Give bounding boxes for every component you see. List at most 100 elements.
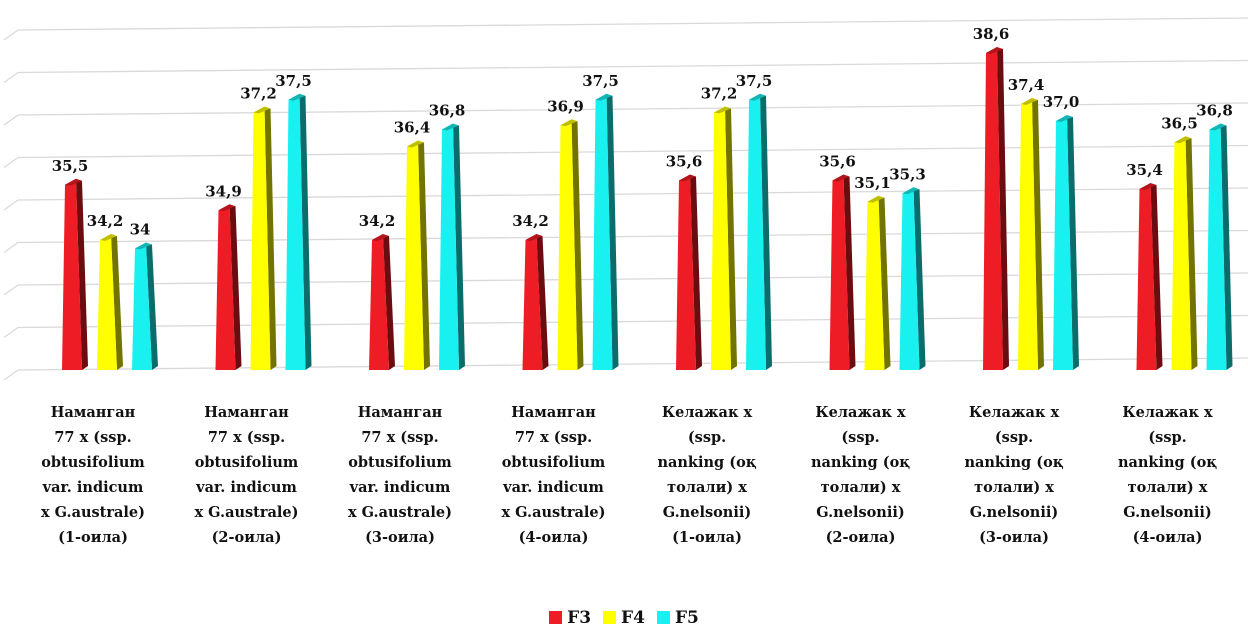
gridline xyxy=(17,144,1248,159)
category-label-line: Келажак x xyxy=(815,404,906,421)
bar-front-face xyxy=(97,234,117,370)
bar-top-face xyxy=(1174,136,1192,144)
data-labels: 35,5 34,9 34,2 34,2 35,6 35,6 38,6 35,4 34,2 37,2… xyxy=(52,25,1233,239)
legend-item-f3: F3 xyxy=(549,608,591,628)
bar-front-face xyxy=(746,93,766,370)
legend-label: F5 xyxy=(674,608,699,628)
data-label: 36,8 xyxy=(1196,102,1233,120)
bar-front-face xyxy=(829,174,850,370)
legend-item-f5: F5 xyxy=(656,608,699,628)
bar-f5-4 xyxy=(592,93,619,370)
bar-front-face xyxy=(404,140,424,370)
data-label: 35,4 xyxy=(1126,161,1163,179)
bar-side-face xyxy=(536,236,549,370)
category-label-line: (ssp. xyxy=(841,429,880,446)
category-label: Келажак x (ssp. nanking (оқ толали) x G.nels… xyxy=(632,400,782,550)
bar-side-face xyxy=(606,95,619,370)
bar-f5-6 xyxy=(899,187,926,370)
bar-top-face xyxy=(1139,183,1157,190)
category-label-line: nanking (оқ xyxy=(810,454,911,471)
legend-label: F4 xyxy=(621,608,645,628)
category-label-line: Наманган xyxy=(357,404,443,421)
gridline-tick xyxy=(3,71,19,84)
bar-top-face xyxy=(1021,98,1038,105)
bar-f3-2 xyxy=(215,204,242,370)
category-label-line: nanking (оқ xyxy=(657,454,757,471)
bar-f4-8 xyxy=(1171,136,1198,370)
bar-side-face xyxy=(264,108,277,370)
bar-f4-4 xyxy=(557,119,584,370)
category-label-line: var. indicum xyxy=(42,479,144,496)
bar-side-face xyxy=(418,142,430,370)
category-label-line: Наманган xyxy=(511,404,596,421)
bar-side-face xyxy=(1032,100,1044,370)
legend-swatch xyxy=(549,611,563,624)
category-label-line: толали) x xyxy=(820,479,901,496)
gridline-tick xyxy=(3,199,19,211)
data-label: 35,5 xyxy=(52,157,89,175)
bar-front-face xyxy=(983,47,1003,370)
bar-side-face xyxy=(1150,185,1163,370)
bar-front-face xyxy=(285,93,306,370)
category-label-line: 77 x (ssp. xyxy=(361,429,439,446)
category-label-line: толали) x xyxy=(974,479,1054,496)
legend-item-f4: F4 xyxy=(603,608,645,628)
bar-front-face xyxy=(522,234,543,370)
category-label-line: G.nelsonii) xyxy=(969,504,1059,521)
category-label-line: (2-оила) xyxy=(211,529,282,546)
bar-side-face xyxy=(690,176,702,370)
bar-top-face xyxy=(218,204,236,212)
bar-side-face xyxy=(229,206,242,370)
bar-front-face xyxy=(132,242,152,370)
bar-top-face xyxy=(253,106,271,114)
category-label-line: x G.australe) xyxy=(194,504,299,521)
bar-side-face xyxy=(878,197,891,370)
gridline xyxy=(17,102,1248,116)
category-label-line: (4-оила) xyxy=(1132,529,1203,546)
data-label: 37,2 xyxy=(240,85,277,103)
bar-top-face xyxy=(1209,123,1227,131)
category-label-line: 77 x (ssp. xyxy=(514,429,593,446)
bar-side-face xyxy=(760,95,772,370)
category-label-line: (ssp. xyxy=(994,429,1034,446)
bar-side-face xyxy=(453,125,465,370)
data-label: 37,2 xyxy=(701,85,738,103)
data-label: 34,2 xyxy=(359,212,396,230)
legend: F3 F4 F5 xyxy=(0,608,1248,628)
bar-top-face xyxy=(749,93,766,101)
bar-side-face xyxy=(725,108,737,370)
category-label-line: (1-оила) xyxy=(672,529,742,546)
bar-top-face xyxy=(560,119,578,127)
category-label: Наманган 77 x (ssp. obtusifolium var. indic… xyxy=(172,400,322,550)
gridline-tick xyxy=(3,369,19,381)
bar-front-face xyxy=(250,106,271,370)
category-label-line: obtusifolium xyxy=(348,454,452,471)
legend-swatch xyxy=(603,611,617,624)
data-label: 34 xyxy=(130,221,151,239)
bar-side-face xyxy=(571,121,584,370)
bar-top-face xyxy=(288,93,306,101)
bar-front-face xyxy=(557,119,578,370)
bar-front-face xyxy=(899,187,920,370)
category-label: Наманган 77 x (ssp. obtusifolium var. indic… xyxy=(18,400,168,550)
category-label-line: var. indicum xyxy=(349,479,451,496)
gridline-tick xyxy=(3,326,19,339)
gridline-tick xyxy=(3,241,19,254)
gridline-tick xyxy=(3,156,19,169)
data-label: 34,2 xyxy=(512,212,549,230)
bar-front-face xyxy=(369,234,389,370)
category-label-line: (3-оила) xyxy=(365,529,435,546)
legend-swatch xyxy=(656,611,670,624)
data-label: 35,6 xyxy=(819,153,856,171)
category-label-line: x G.australe) xyxy=(40,504,146,521)
data-label: 37,0 xyxy=(1043,93,1080,111)
category-label-line: G.nelsonii) xyxy=(662,504,752,521)
category-label-line: (ssp. xyxy=(1148,429,1187,446)
category-label-line: 77 x (ssp. xyxy=(207,429,286,446)
category-label-line: obtusifolium xyxy=(41,454,145,471)
category-label: Келажак x (ssp. nanking (оқ толали) x G.nels… xyxy=(1093,400,1243,550)
bar-front-face xyxy=(592,93,613,370)
bar-top-face xyxy=(902,187,920,195)
category-label-line: 77 x (ssp. xyxy=(54,429,132,446)
bar-front-face xyxy=(1136,183,1157,370)
